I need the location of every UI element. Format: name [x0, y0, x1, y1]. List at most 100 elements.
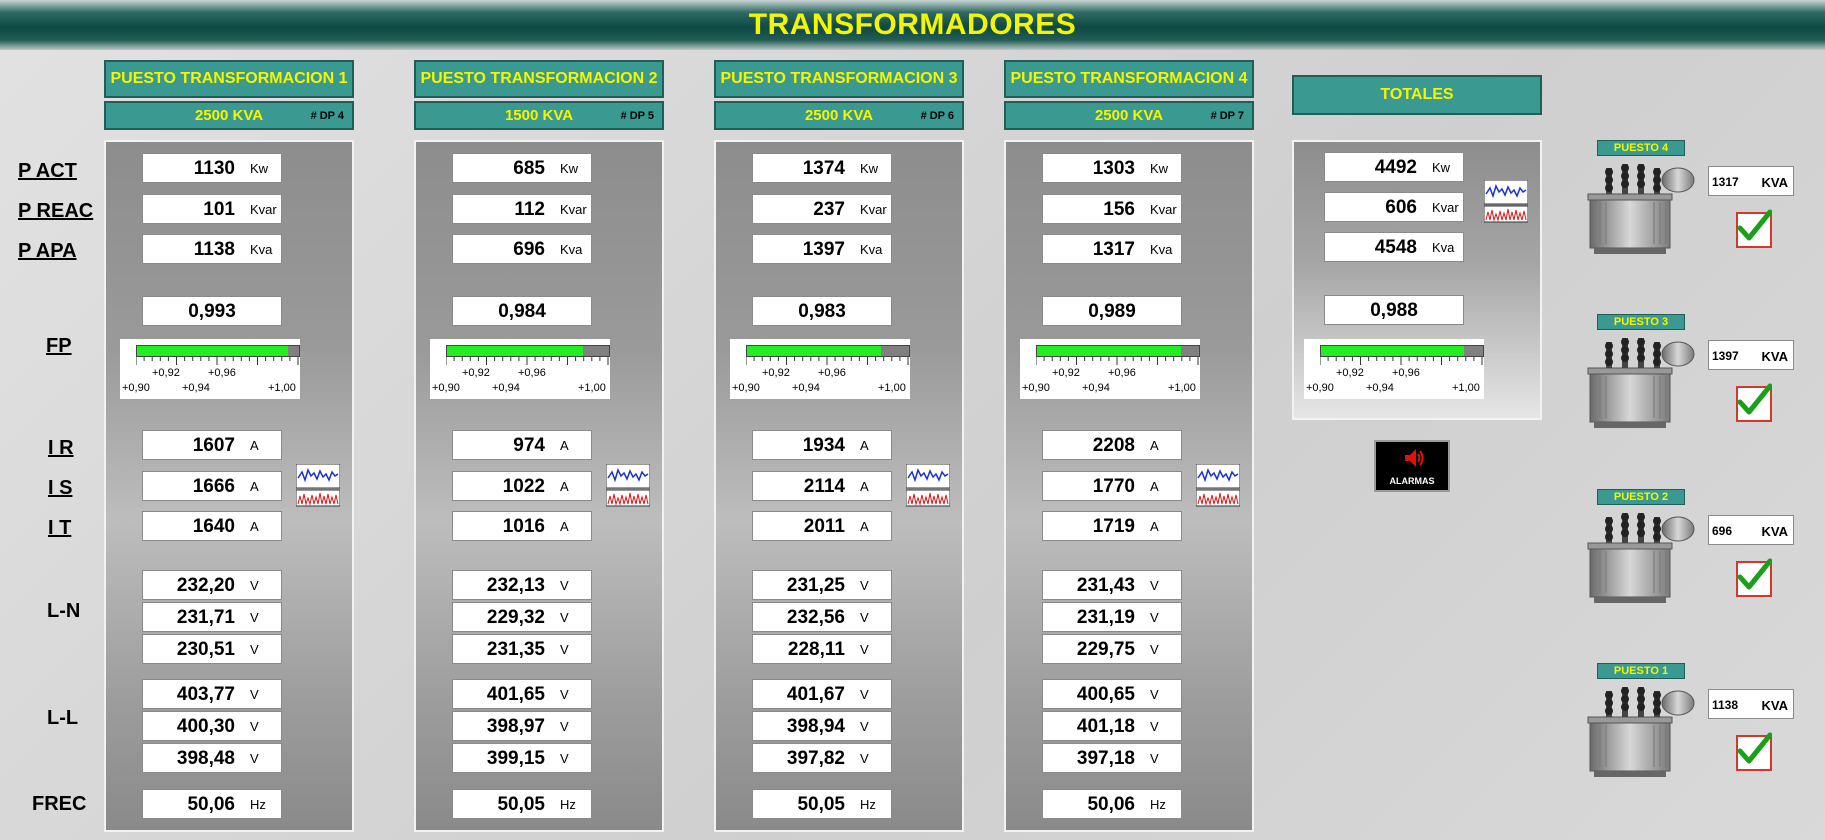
col3-frec-unit: Hz [860, 797, 876, 812]
col4-p-act-unit: Kw [1150, 161, 1169, 176]
col2-p-reac-unit: Kvar [560, 202, 587, 217]
col3-gauge-track [746, 345, 910, 357]
col3-ln2-unit: V [860, 610, 869, 625]
puesto-1-tag: PUESTO 1 [1597, 663, 1685, 679]
col1-rating-value: 2500 KVA [194, 107, 264, 124]
col4-frec-box: 50,06 Hz [1042, 789, 1182, 819]
col1-ln1-box: 232,20 V [142, 570, 282, 600]
col1-ln3-value: 230,51 [176, 639, 235, 660]
col3-ll1-value: 401,67 [786, 684, 845, 705]
col3-ll2-value: 398,94 [786, 716, 845, 737]
puesto-4-kva-value: 1317 [1712, 175, 1739, 189]
totals-p-reac-box: 606 Kvar [1324, 192, 1464, 222]
col3-it-unit: A [860, 519, 869, 534]
col4-rating-value: 2500 KVA [1094, 107, 1164, 124]
col1-it-box: 1640 A [142, 511, 282, 541]
totals-fp-box: 0,988 [1324, 295, 1464, 325]
col4-ln1-unit: V [1150, 578, 1159, 593]
title-bar: TRANSFORMADORES [0, 0, 1825, 50]
col3-p-act-box: 1374 Kw [752, 153, 892, 183]
col4-panel: 1303 Kw 156 Kvar 1317 Kva 0,989 +0,92 +0… [1004, 140, 1254, 832]
col3-ll2-box: 398,94 V [752, 711, 892, 741]
puesto-1-checkmark-icon [1737, 732, 1772, 764]
col4-p-reac-box: 156 Kvar [1042, 194, 1182, 224]
col3-ln3-value: 228,11 [787, 639, 845, 660]
col2-panel: 685 Kw 112 Kvar 696 Kva 0,984 +0,92 +0,9… [414, 140, 664, 832]
col4-header: PUESTO TRANSFORMACION 4 [1004, 60, 1254, 98]
col3-it-value: 2011 [803, 516, 845, 537]
puesto-2-kva-unit: KVA [1761, 524, 1788, 539]
col2-ll1-box: 401,65 V [452, 679, 592, 709]
row-label-ir: I R [48, 437, 74, 459]
puesto-1-kva-unit: KVA [1761, 698, 1788, 713]
col2-ln3-value: 231,35 [486, 639, 545, 660]
col3-header: PUESTO TRANSFORMACION 3 [714, 60, 964, 98]
col2-gauge-ticks [446, 357, 609, 365]
col1-ll3-unit: V [250, 751, 259, 766]
col1-current-trend-icon[interactable] [296, 464, 340, 508]
col2-is-box: 1022 A [452, 471, 592, 501]
col2-current-trend-icon[interactable] [606, 464, 650, 508]
col2-p-act-value: 685 [513, 158, 545, 179]
col1-ln2-value: 231,71 [176, 607, 235, 628]
col2-gauge-label-094: +0,94 [492, 382, 520, 394]
puesto-2-kva-value: 696 [1712, 524, 1733, 538]
col1-ln3-box: 230,51 V [142, 634, 282, 664]
col1-ir-unit: A [250, 438, 259, 453]
alarms-button[interactable]: ALARMAS [1374, 440, 1450, 492]
col2-ir-value: 974 [513, 435, 545, 456]
row-label-p-act: P ACT [18, 160, 77, 182]
col4-ll1-value: 400,65 [1076, 684, 1135, 705]
row-label-ln: L-N [47, 600, 81, 622]
col3-p-reac-box: 237 Kvar [752, 194, 892, 224]
col2-ll3-box: 399,15 V [452, 743, 592, 773]
totals-p-reac-value: 606 [1385, 197, 1417, 218]
col4-p-act-value: 1303 [1092, 158, 1135, 179]
col3-fp-value: 0,983 [798, 301, 846, 322]
col1-p-act-box: 1130 Kw [142, 153, 282, 183]
row-label-p-apa: P APA [18, 240, 77, 262]
col4-ln2-box: 231,19 V [1042, 602, 1182, 632]
col1-p-reac-box: 101 Kvar [142, 194, 282, 224]
col1-ll3-value: 398,48 [176, 748, 235, 769]
col4-p-apa-value: 1317 [1092, 239, 1135, 260]
col1-gauge-label-096: +0,96 [208, 367, 236, 379]
col1-p-act-unit: Kw [250, 161, 269, 176]
col2-is-value: 1022 [502, 476, 545, 497]
col2-ln2-unit: V [560, 610, 569, 625]
col1-fp-box: 0,993 [142, 296, 282, 326]
col3-fp-box: 0,983 [752, 296, 892, 326]
col3-p-apa-box: 1397 Kva [752, 234, 892, 264]
col2-ln2-box: 229,32 V [452, 602, 592, 632]
puesto-3-checkmark-icon [1737, 383, 1772, 415]
col4-p-apa-box: 1317 Kva [1042, 234, 1182, 264]
col4-current-trend-icon[interactable] [1196, 464, 1240, 508]
col2-ll2-box: 398,97 V [452, 711, 592, 741]
col4-is-unit: A [1150, 479, 1159, 494]
col1-ll1-unit: V [250, 687, 259, 702]
col2-ln1-unit: V [560, 578, 569, 593]
col3-ln1-unit: V [860, 578, 869, 593]
col3-current-trend-icon[interactable] [906, 464, 950, 508]
col4-ir-value: 2208 [1092, 435, 1135, 456]
col2-ir-box: 974 A [452, 430, 592, 460]
col1-ll2-unit: V [250, 719, 259, 734]
col4-ln1-value: 231,43 [1076, 575, 1135, 596]
totals-gauge-label-094: +0,94 [1366, 382, 1394, 394]
col1-it-unit: A [250, 519, 259, 534]
col2-dp: # DP 5 [620, 110, 654, 122]
col4-ir-unit: A [1150, 438, 1159, 453]
col3-frec-value: 50,05 [797, 794, 845, 815]
col4-it-box: 1719 A [1042, 511, 1182, 541]
col1-ll2-box: 400,30 V [142, 711, 282, 741]
col3-ln1-box: 231,25 V [752, 570, 892, 600]
col1-ll3-box: 398,48 V [142, 743, 282, 773]
totals-p-act-unit: Kw [1432, 160, 1451, 175]
col3-ln3-box: 228,11 V [752, 634, 892, 664]
col4-ll2-unit: V [1150, 719, 1159, 734]
col3-ll2-unit: V [860, 719, 869, 734]
col1-ll1-value: 403,77 [176, 684, 235, 705]
totals-trend-icon[interactable] [1484, 180, 1528, 224]
puesto-3-kva-box: 1397 KVA [1708, 340, 1794, 370]
col2-ln3-unit: V [560, 642, 569, 657]
